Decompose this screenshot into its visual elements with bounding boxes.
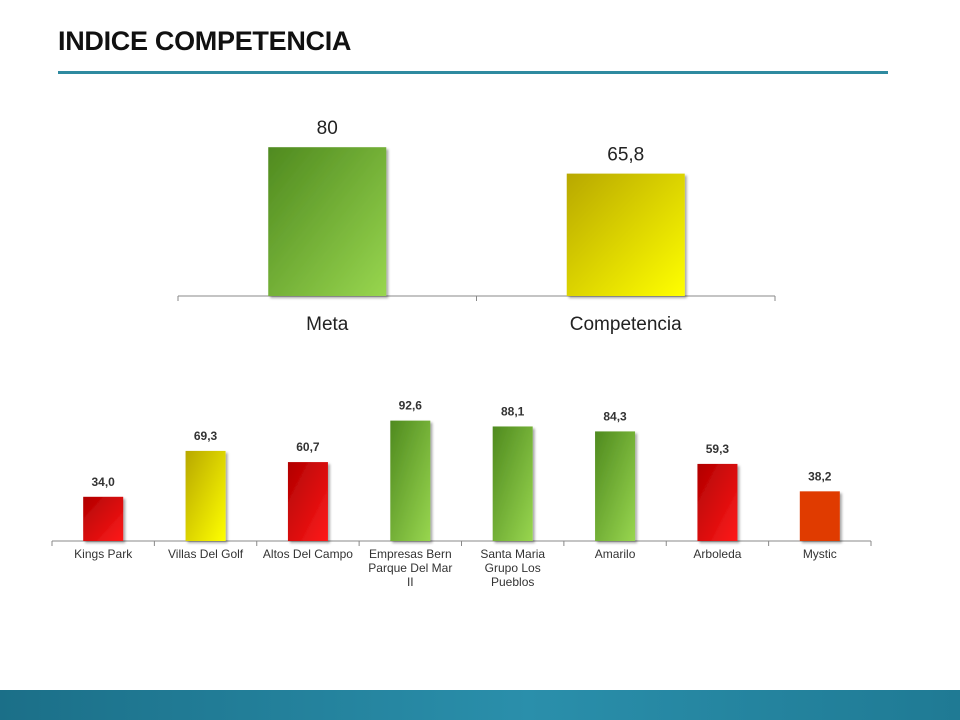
data-label: 38,2 bbox=[808, 469, 832, 483]
data-label: 59,3 bbox=[706, 442, 730, 456]
data-label: 34,0 bbox=[92, 475, 116, 489]
category-label: Amarilo bbox=[595, 547, 636, 561]
category-label: Mystic bbox=[803, 547, 837, 561]
bar bbox=[492, 426, 533, 541]
bar bbox=[390, 420, 431, 541]
category-label: Meta bbox=[306, 314, 349, 335]
data-label: 60,7 bbox=[296, 440, 320, 454]
category-label: Empresas Bern Parque Del Mar II bbox=[368, 547, 452, 589]
data-label: 84,3 bbox=[603, 409, 627, 423]
bar bbox=[185, 450, 226, 541]
bar bbox=[83, 496, 124, 541]
data-label: 69,3 bbox=[194, 429, 218, 443]
category-label: Villas Del Golf bbox=[168, 547, 244, 561]
data-label: 80 bbox=[317, 118, 338, 139]
category-label: Santa Maria Grupo Los Pueblos bbox=[480, 547, 545, 589]
data-label: 88,1 bbox=[501, 404, 525, 418]
footer-bar bbox=[0, 690, 960, 720]
category-label: Kings Park bbox=[74, 547, 133, 561]
title-divider bbox=[58, 71, 888, 74]
bar bbox=[287, 462, 328, 541]
category-label: Competencia bbox=[570, 314, 682, 335]
bar bbox=[566, 173, 685, 296]
data-label: 65,8 bbox=[607, 145, 644, 166]
data-label: 92,6 bbox=[399, 399, 423, 413]
category-label: Arboleda bbox=[693, 547, 741, 561]
bar bbox=[799, 491, 840, 541]
category-label: Altos Del Campo bbox=[263, 547, 353, 561]
bar bbox=[697, 463, 738, 541]
bar bbox=[595, 431, 636, 541]
bar bbox=[268, 147, 387, 296]
page-title: INDICE COMPETENCIA bbox=[58, 26, 352, 56]
